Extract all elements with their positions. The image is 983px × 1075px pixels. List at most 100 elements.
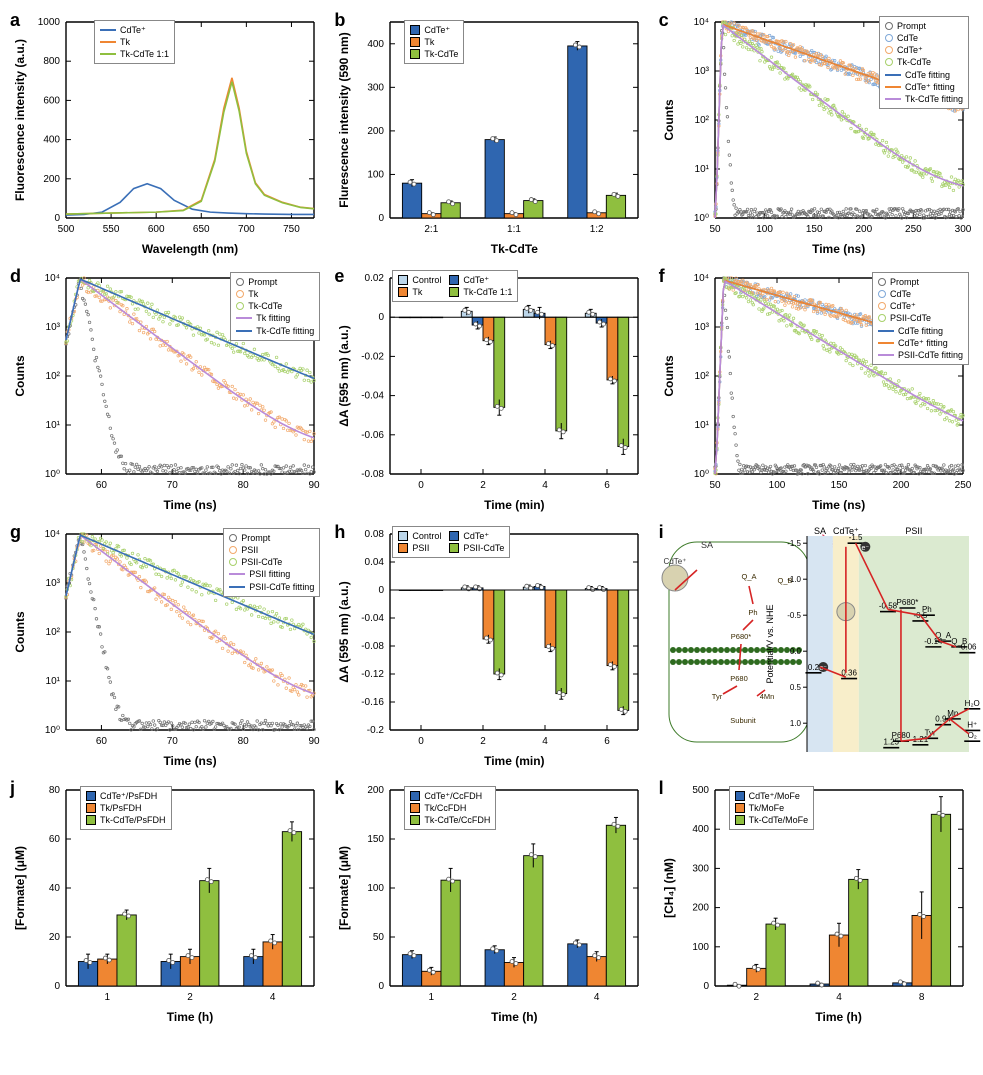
- data-point: [296, 722, 299, 725]
- plot-area: 10⁰10¹10²10³10⁴50100150200250300Time (ns…: [657, 8, 975, 258]
- panel-label: l: [659, 778, 664, 799]
- svg-text:1: 1: [105, 992, 111, 1003]
- bar: [607, 317, 618, 380]
- svg-text:150: 150: [368, 834, 385, 845]
- svg-text:H₂O: H₂O: [964, 699, 979, 708]
- y-axis-label: Flurescence intensity (590 nm): [337, 32, 351, 207]
- data-point: [245, 465, 248, 468]
- data-point: [84, 558, 87, 561]
- data-point: [105, 560, 108, 563]
- legend-label: CdTe⁺/MoFe: [749, 790, 800, 802]
- data-point: [740, 468, 743, 471]
- legend-item: Tk: [398, 286, 441, 298]
- data-point: [849, 127, 852, 130]
- svg-text:300: 300: [692, 863, 709, 874]
- data-point: [99, 545, 102, 548]
- data-point: [889, 378, 892, 381]
- legend-item: CdTe⁺: [100, 24, 169, 36]
- data-point: [823, 466, 826, 469]
- data-point: [794, 56, 797, 59]
- legend-item: PSII: [229, 544, 314, 556]
- data-point: [163, 316, 166, 319]
- data-point: [766, 215, 769, 218]
- svg-text:SA: SA: [701, 540, 713, 550]
- data-point: [770, 211, 773, 214]
- y-axis-label: [CH₄] (nM): [662, 858, 676, 918]
- svg-text:50: 50: [709, 480, 721, 491]
- data-point: [195, 725, 198, 728]
- data-point: [213, 343, 216, 346]
- data-point: [781, 291, 784, 294]
- data-point: [97, 366, 100, 369]
- data-point: [292, 465, 295, 468]
- data-point: [286, 429, 289, 432]
- data-point: [113, 696, 116, 699]
- legend: CdTe⁺/PsFDH Tk/PsFDH Tk-CdTe/PsFDH: [80, 786, 172, 830]
- data-point: [92, 348, 95, 351]
- x-axis-label: Time (h): [167, 1010, 213, 1024]
- data-point: [761, 292, 764, 295]
- data-point: [306, 696, 309, 699]
- data-point: [822, 105, 825, 108]
- data-point: [792, 317, 795, 320]
- data-point: [281, 726, 284, 729]
- svg-text:200: 200: [692, 903, 709, 914]
- data-point: [187, 621, 190, 624]
- data-point: [200, 593, 203, 596]
- data-point: [754, 32, 757, 35]
- data-point: [133, 471, 136, 474]
- data-point: [224, 637, 227, 640]
- data-point: [124, 462, 127, 465]
- data-point: [799, 55, 802, 58]
- data-point: [207, 329, 210, 332]
- data-point: [198, 371, 201, 374]
- svg-text:PSII: PSII: [905, 526, 922, 536]
- legend-label: CdTe⁺/PsFDH: [100, 790, 157, 802]
- data-point: [273, 680, 276, 683]
- data-point: [263, 359, 266, 362]
- svg-text:0: 0: [379, 981, 385, 992]
- svg-text:250: 250: [954, 480, 971, 491]
- data-point: [732, 415, 735, 418]
- data-point: [141, 722, 144, 725]
- data-point: [285, 465, 288, 468]
- data-point: [259, 404, 262, 407]
- data-point: [115, 708, 118, 711]
- data-point: [180, 584, 183, 587]
- svg-text:1:1: 1:1: [507, 224, 521, 235]
- data-point: [950, 176, 953, 179]
- svg-text:10⁰: 10⁰: [694, 213, 709, 224]
- data-point: [134, 466, 137, 469]
- data-point: [890, 213, 893, 216]
- data-point: [906, 397, 909, 400]
- data-point: [87, 313, 90, 316]
- data-point: [278, 370, 281, 373]
- data-point: [167, 349, 170, 352]
- legend-label: PSII-CdTe: [463, 542, 504, 554]
- legend-item: Tk-CdTe: [410, 48, 458, 60]
- legend-item: Tk-CdTe/MoFe: [735, 814, 809, 826]
- data-point: [732, 199, 735, 202]
- data-point: [256, 606, 259, 609]
- y-axis-label: [Formate] (μM): [13, 846, 27, 930]
- data-point: [856, 465, 859, 468]
- data-point: [232, 643, 235, 646]
- x-axis-label: Time (ns): [812, 242, 865, 256]
- panel-e: e-0.08-0.06-0.04-0.0200.020246Time (min)…: [332, 264, 650, 514]
- bar: [568, 46, 587, 218]
- bar: [485, 950, 504, 986]
- data-point: [98, 296, 101, 299]
- svg-text:0: 0: [54, 213, 60, 224]
- svg-text:40: 40: [49, 883, 61, 894]
- data-point: [182, 606, 185, 609]
- data-point: [81, 284, 84, 287]
- data-point: [930, 409, 933, 412]
- data-point: [955, 419, 958, 422]
- data-point: [176, 610, 179, 613]
- data-point: [750, 48, 753, 51]
- data-point: [823, 348, 826, 351]
- legend-item: Tk-CdTe: [885, 56, 963, 68]
- data-point: [225, 603, 228, 606]
- data-point: [894, 215, 897, 218]
- plot-area: 0100200300400500248Time (h)[CH₄] (nM) Cd…: [657, 776, 975, 1026]
